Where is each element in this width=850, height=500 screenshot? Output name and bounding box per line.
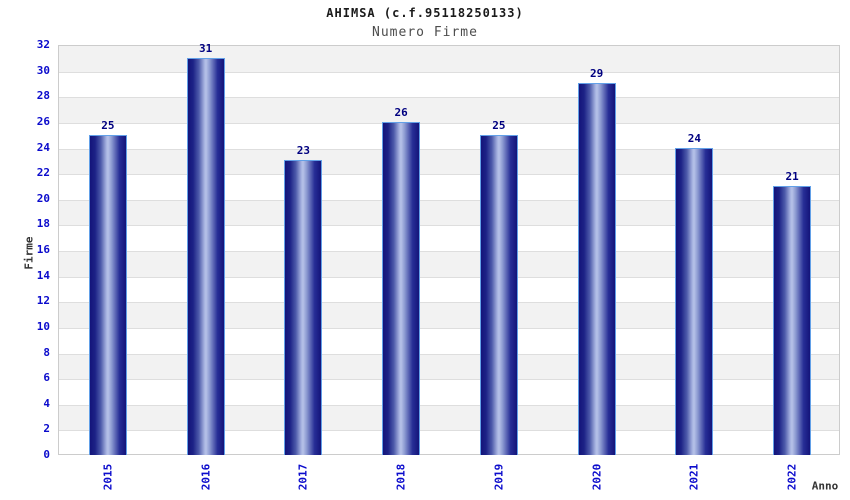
y-tick-label: 16 <box>36 243 50 256</box>
plot-band <box>59 148 839 175</box>
gridline <box>59 276 839 278</box>
x-axis-title: Anno <box>811 479 839 493</box>
gridline <box>59 353 839 355</box>
bar-2015 <box>88 134 127 455</box>
plot-band <box>59 97 839 123</box>
bar-2017 <box>284 160 323 455</box>
chart-title: AHIMSA (c.f.95118250133) <box>326 6 524 20</box>
x-tick-label: 2022 <box>785 463 799 491</box>
gridline <box>59 71 839 73</box>
plot-band <box>59 199 839 226</box>
y-tick-label: 12 <box>36 294 50 308</box>
plot-band <box>59 353 839 380</box>
plot-band <box>59 72 839 98</box>
plot-band <box>59 404 839 431</box>
plot-band <box>59 302 839 328</box>
plot-band <box>59 123 839 149</box>
y-tick-label: 0 <box>43 448 50 461</box>
y-tick-label: 24 <box>36 140 50 154</box>
bar-value-label: 25 <box>492 118 506 132</box>
plot-band <box>59 328 839 354</box>
gridline <box>59 148 839 150</box>
plot-band <box>59 174 839 200</box>
plot-band <box>59 251 839 277</box>
y-tick-label: 8 <box>43 345 50 359</box>
gridline <box>59 430 839 432</box>
gridline <box>59 327 839 329</box>
gridline <box>59 97 839 99</box>
y-tick-label: 20 <box>36 191 50 205</box>
bar-value-label: 23 <box>296 144 310 158</box>
gridline <box>59 225 839 227</box>
x-tick-label: 2015 <box>101 463 115 491</box>
y-tick-label: 6 <box>43 371 50 385</box>
gridline <box>59 122 839 124</box>
bar-2018 <box>382 121 421 455</box>
y-tick-label: 10 <box>36 319 50 333</box>
bar-value-label: 31 <box>199 41 213 55</box>
plot-band <box>59 225 839 251</box>
y-tick-label: 2 <box>43 422 50 436</box>
plot-band <box>59 277 839 303</box>
plot-band <box>59 46 839 72</box>
plot-area <box>58 45 840 455</box>
y-tick-label: 14 <box>36 268 50 282</box>
x-tick-label: 2018 <box>394 463 408 491</box>
y-tick-label: 4 <box>43 396 50 410</box>
bar-value-label: 24 <box>687 131 701 145</box>
x-tick-label: 2019 <box>492 463 506 491</box>
plot-band <box>59 430 839 456</box>
bar-value-label: 29 <box>590 67 604 81</box>
gridline <box>59 199 839 201</box>
y-tick-label: 28 <box>36 89 50 103</box>
x-tick-label: 2016 <box>199 463 213 491</box>
bar-value-label: 25 <box>101 118 115 132</box>
gridline <box>59 404 839 406</box>
gridline <box>59 379 839 381</box>
x-tick-label: 2021 <box>687 463 701 491</box>
bar-2016 <box>186 57 225 455</box>
plot-band <box>59 379 839 405</box>
x-tick-label: 2020 <box>590 463 604 491</box>
bar-2022 <box>773 185 812 455</box>
y-tick-label: 30 <box>36 63 50 77</box>
y-tick-label: 18 <box>36 217 50 231</box>
bar-2021 <box>675 147 714 455</box>
x-tick-label: 2017 <box>296 463 310 491</box>
gridline <box>59 302 839 304</box>
chart-subtitle: Numero Firme <box>372 25 478 40</box>
bar-value-label: 21 <box>785 169 799 183</box>
gridline <box>59 174 839 176</box>
bar-value-label: 26 <box>394 105 408 119</box>
y-tick-label: 22 <box>36 166 50 180</box>
y-axis-title: Firme <box>22 236 36 270</box>
bar-2020 <box>577 83 616 455</box>
gridline <box>59 251 839 252</box>
y-tick-label: 26 <box>36 114 50 128</box>
y-tick-label: 32 <box>36 38 50 51</box>
bar-2019 <box>479 134 518 455</box>
